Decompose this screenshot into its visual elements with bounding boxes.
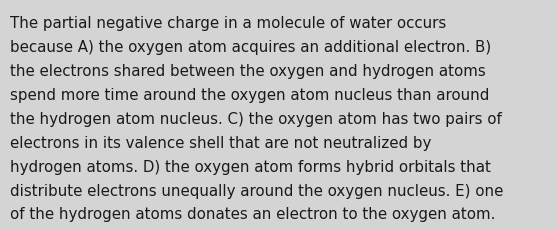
Text: spend more time around the oxygen atom nucleus than around: spend more time around the oxygen atom n… (10, 87, 489, 102)
Text: the hydrogen atom nucleus. C) the oxygen atom has two pairs of: the hydrogen atom nucleus. C) the oxygen… (10, 111, 502, 126)
Text: the electrons shared between the oxygen and hydrogen atoms: the electrons shared between the oxygen … (10, 64, 486, 79)
Text: The partial negative charge in a molecule of water occurs: The partial negative charge in a molecul… (10, 16, 446, 31)
Text: of the hydrogen atoms donates an electron to the oxygen atom.: of the hydrogen atoms donates an electro… (10, 207, 496, 221)
Text: because A) the oxygen atom acquires an additional electron. B): because A) the oxygen atom acquires an a… (10, 40, 491, 55)
Text: distribute electrons unequally around the oxygen nucleus. E) one: distribute electrons unequally around th… (10, 183, 503, 198)
Text: hydrogen atoms. D) the oxygen atom forms hybrid orbitals that: hydrogen atoms. D) the oxygen atom forms… (10, 159, 491, 174)
Text: electrons in its valence shell that are not neutralized by: electrons in its valence shell that are … (10, 135, 431, 150)
